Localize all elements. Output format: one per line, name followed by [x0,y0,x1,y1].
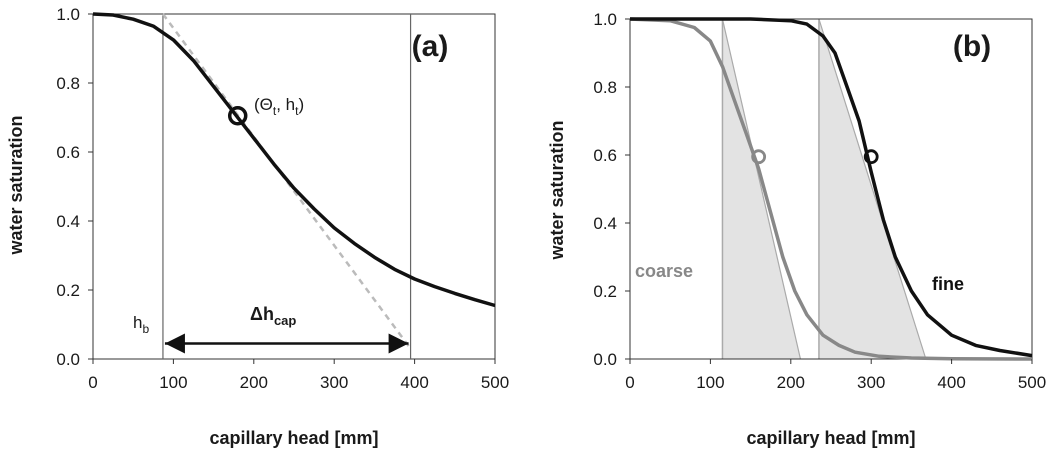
panel-a-x-tick-label: 400 [400,373,428,392]
panel-b-inflection-marker [751,149,767,165]
panel-a-x-tick-label: 200 [240,373,268,392]
panel-b-y-axis-label: water saturation [547,120,567,260]
panel-b-curve-fine [630,17,1033,358]
panel-b: 0 100 200 300 400 500 0.0 0.2 0.4 0.6 0.8 1.0 capil… [547,10,1046,448]
panel-a-y-tick-label: 0.6 [56,143,80,162]
panel-b-x-tick-label: 0 [625,373,634,392]
inflection-point-label: (Θt, ht) [254,95,304,118]
panel-b-x-axis-label: capillary head [mm] [746,428,915,448]
panel-a-ticks: 0 100 200 300 400 500 0.0 0.2 0.4 0.6 0.8 1.0 [56,5,509,392]
panel-b-y-tick-label: 1.0 [593,10,617,29]
panel-b-curve-coarse [629,17,1033,361]
series-label-fine: fine [932,274,964,294]
panel-a-y-axis-label: water saturation [6,115,26,255]
series-label-coarse: coarse [635,261,693,281]
panel-a-y-tick-label: 0.8 [56,74,80,93]
panel-a-plot-area [92,12,496,360]
panel-b-x-tick-label: 400 [937,373,965,392]
panel-a-y-tick-label: 0.0 [56,350,80,369]
panel-a-x-tick-label: 100 [159,373,187,392]
panel-b-frame [629,18,1033,360]
panel-b-x-tick-label: 100 [696,373,724,392]
panel-a-x-tick-label: 0 [88,373,97,392]
panel-a-x-axis-label: capillary head [mm] [209,428,378,448]
panel-a-x-tick-label: 500 [481,373,509,392]
panel-b-label: (b) [953,30,991,63]
panel-a-retention-curve [92,12,496,308]
panel-b-y-tick-label: 0.8 [593,78,617,97]
panel-b-tangent-line [818,18,927,360]
panel-a-y-tick-label: 0.2 [56,281,80,300]
bubbling-pressure-label: hb [133,313,149,336]
panel-a-tangent-line [161,13,412,350]
panel-b-x-tick-label: 200 [777,373,805,392]
panel-b-tangent-line [721,18,802,360]
panel-b-x-tick-label: 300 [857,373,885,392]
capillary-fringe-label: Δhcap [250,304,296,328]
panel-a-inflection-marker [227,106,248,126]
panel-a-frame [92,13,496,360]
panel-a-y-tick-label: 0.4 [56,212,80,231]
panel-b-ticks: 0 100 200 300 400 500 0.0 0.2 0.4 0.6 0.8 1.0 [593,10,1046,392]
panel-b-y-tick-label: 0.4 [593,214,617,233]
panel-b-x-tick-label: 500 [1018,373,1046,392]
panel-b-y-tick-label: 0.0 [593,350,617,369]
panel-b-plot-area [629,17,1033,361]
panel-a-label: (a) [412,30,449,63]
panel-a: 0 100 200 300 400 500 0.0 0.2 0.4 0.6 0.8 1.0 capil… [6,5,509,448]
panel-b-inflection-marker [863,149,879,165]
panel-b-y-tick-label: 0.6 [593,146,617,165]
panel-a-x-tick-label: 300 [320,373,348,392]
panel-b-y-tick-label: 0.2 [593,282,617,301]
panel-a-y-tick-label: 1.0 [56,5,80,24]
